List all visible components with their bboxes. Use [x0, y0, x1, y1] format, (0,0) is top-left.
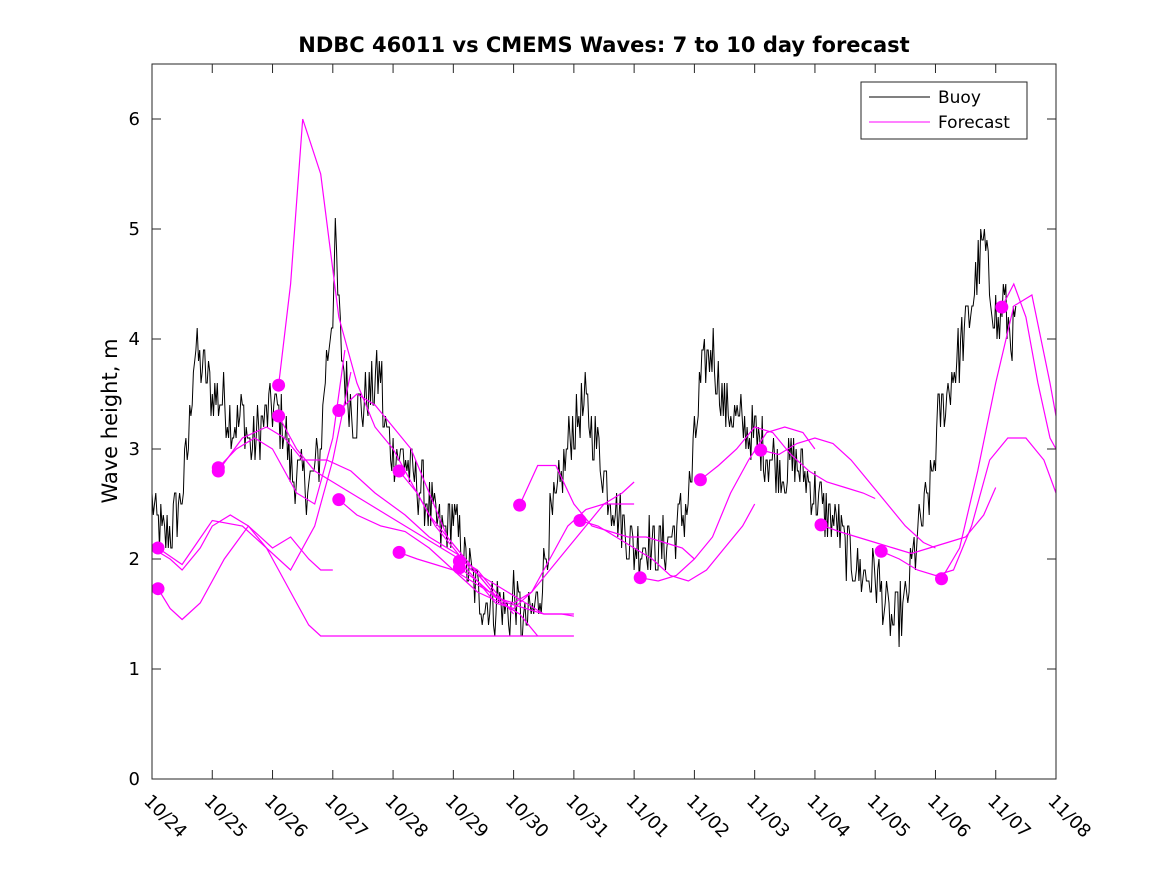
forecast-line-3: [157, 371, 352, 571]
forecast-start-marker-10: [392, 545, 406, 559]
forecast-start-marker-14: [573, 514, 587, 527]
forecast-line-19: [820, 487, 997, 555]
chart-title: NDBC 46011 vs CMEMS Waves: 7 to 10 day f…: [298, 33, 909, 57]
forecast-start-marker-20: [935, 572, 948, 586]
forecast-line-1: [151, 514, 574, 637]
forecast-start-marker-18: [814, 518, 828, 532]
axes-box: [151, 63, 1057, 780]
buoy-series: [151, 217, 1017, 648]
forecast-line-2: [157, 525, 333, 621]
forecast-line-20: [880, 437, 1057, 577]
y-tick-label: 1: [129, 659, 140, 680]
forecast-line-5: [217, 426, 484, 582]
y-tick-label: 3: [129, 439, 140, 460]
forecast-start-markers: [151, 300, 1009, 596]
forecast-start-marker-6: [272, 409, 286, 423]
forecast-start-marker-17: [754, 443, 768, 457]
forecast-line-7: [278, 415, 515, 615]
forecast-line-9: [338, 499, 539, 637]
forecast-start-marker-8: [332, 493, 346, 507]
forecast-line-16: [640, 426, 816, 582]
y-tick-label: 0: [129, 769, 140, 790]
forecast-line-13: [459, 481, 635, 604]
forecast-line-18: [760, 437, 936, 549]
forecast-start-marker-15: [633, 571, 647, 585]
forecast-start-marker-1: [151, 582, 165, 596]
forecast-start-marker-13: [513, 498, 527, 512]
forecast-line-21: [940, 294, 1057, 580]
forecast-start-marker-7: [332, 404, 346, 417]
forecast-line-14: [519, 464, 695, 560]
y-tick-label: 6: [129, 109, 140, 130]
forecast-start-marker-16: [693, 473, 707, 487]
forecast-line-8: [338, 393, 520, 615]
forecast-start-marker-4: [211, 464, 225, 478]
buoy-line: [151, 217, 1017, 648]
forecast-line-17: [700, 426, 876, 500]
forecast-start-marker-2: [151, 541, 165, 555]
legend-box: [860, 81, 1028, 140]
legend-forecast-label: Forecast: [938, 113, 1010, 133]
y-axis-label: Wave height, m: [98, 338, 122, 503]
y-tick-label: 4: [129, 329, 140, 350]
forecast-start-marker-5: [272, 378, 286, 392]
forecast-start-marker-9: [392, 464, 406, 478]
forecast-series-group: [151, 118, 1057, 637]
legend: Buoy Forecast: [860, 81, 1028, 140]
forecast-line-22: [1001, 282, 1057, 450]
axes-background: [152, 64, 1056, 779]
forecast-start-marker-12: [452, 561, 466, 575]
forecast-line-15: [579, 503, 756, 582]
y-tick-label: 2: [129, 549, 140, 570]
forecast-line-12: [458, 503, 635, 610]
legend-buoy-label: Buoy: [938, 88, 981, 108]
y-tick-label: 5: [129, 219, 140, 240]
forecast-start-marker-19: [874, 544, 888, 558]
forecast-start-marker-21: [995, 300, 1009, 314]
